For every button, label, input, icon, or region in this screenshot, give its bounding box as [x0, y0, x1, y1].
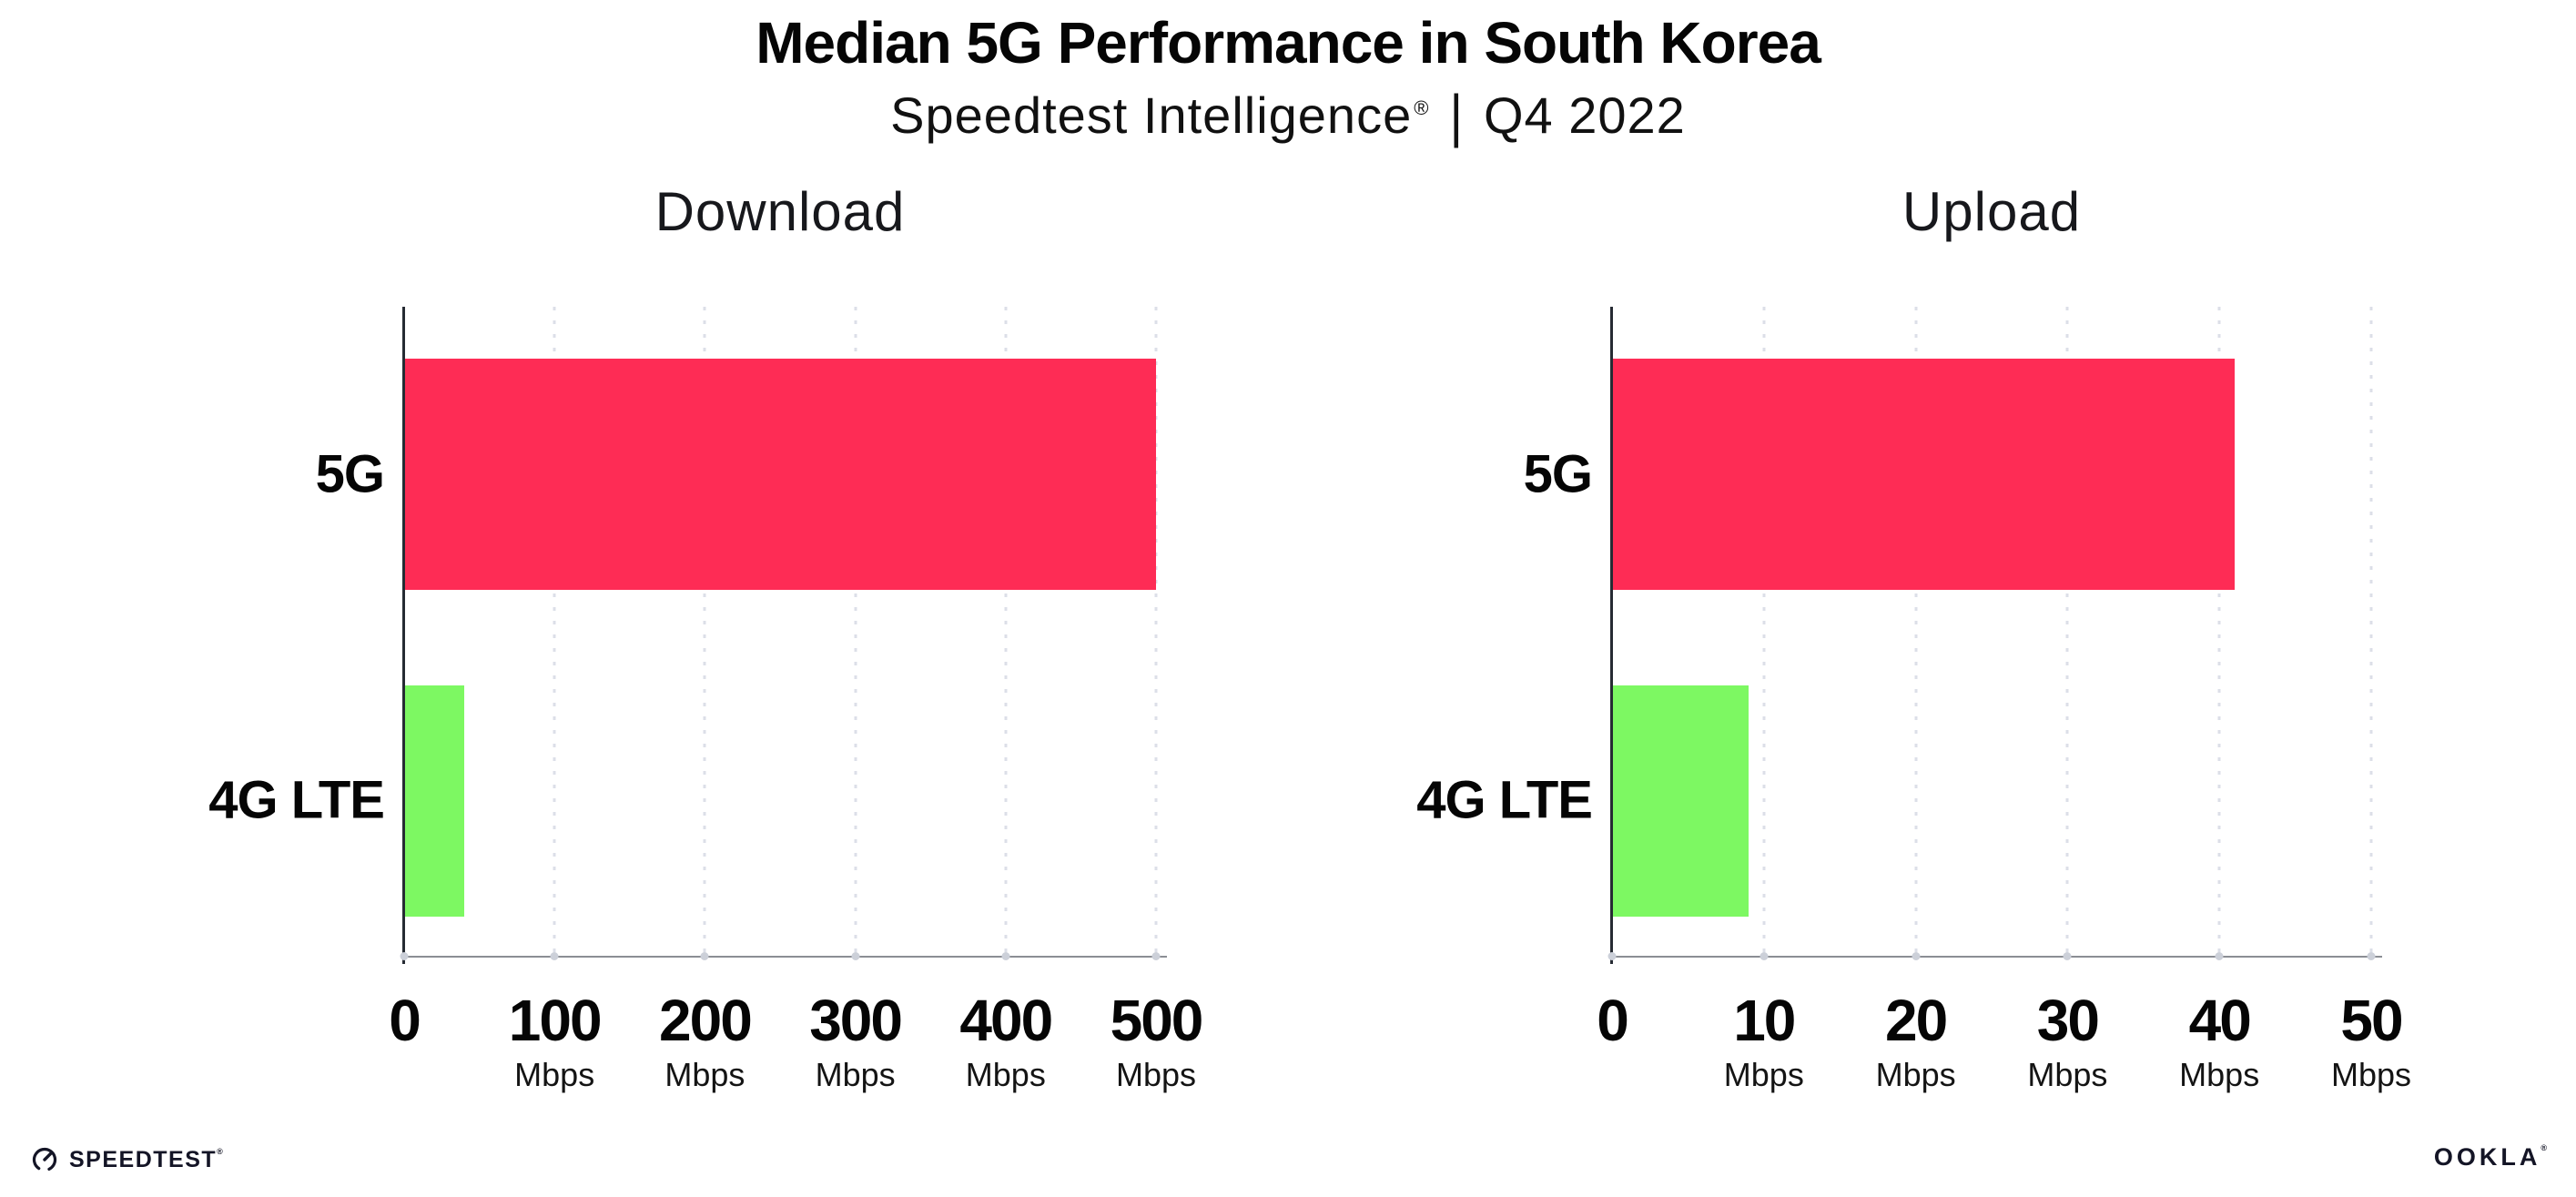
tick-value: 20 — [1885, 988, 1948, 1053]
axis-tick-dot — [2215, 952, 2224, 960]
y-axis-line — [402, 307, 405, 964]
ookla-text: OOKLA — [2433, 1143, 2541, 1171]
axis-tick-dot — [1151, 952, 1161, 960]
speedtest-text: SPEEDTEST — [69, 1146, 218, 1172]
upload-chart: Upload 5G 4G LTE — [1363, 164, 2411, 1114]
tick-value: 40 — [2188, 988, 2252, 1053]
axis-tick-dot — [400, 952, 409, 960]
axis-tick-dot — [2367, 952, 2376, 960]
tick-0: 0 — [1597, 988, 1629, 1053]
bar-4g-lte-upload — [1612, 685, 1749, 917]
tick-unit: Mbps — [815, 1056, 896, 1093]
subtitle-separator: | — [1449, 82, 1464, 148]
tick-unit: Mbps — [2330, 1056, 2412, 1093]
tick-200: 200 Mbps — [659, 988, 753, 1093]
page-subtitle: Speedtest Intelligence® | Q4 2022 — [0, 82, 2576, 147]
category-label-4g-lte: 4G LTE — [1416, 770, 1593, 830]
chart-title-upload: Upload — [1902, 181, 2082, 242]
page-title: Median 5G Performance in South Korea — [756, 10, 1821, 76]
bar-5g-download — [404, 359, 1156, 590]
ookla-registered-mark: ® — [2541, 1143, 2547, 1152]
tick-50: 50 Mbps — [2331, 991, 2411, 1091]
tick-40: 40 Mbps — [2179, 991, 2259, 1091]
ookla-wordmark: OOKLA® — [2434, 1143, 2547, 1171]
speedtest-wordmark: SPEEDTEST® — [69, 1147, 224, 1173]
subtitle-period: Q4 2022 — [1483, 86, 1686, 144]
tick-value: 0 — [1597, 988, 1629, 1053]
tick-unit: Mbps — [1723, 1056, 1804, 1093]
tick-unit: Mbps — [965, 1056, 1046, 1093]
ookla-logo: OOKLA® — [2434, 1143, 2547, 1172]
bar-4g-lte-download — [404, 685, 465, 917]
speedtest-logo: SPEEDTEST® — [31, 1146, 224, 1173]
y-axis-line — [1610, 307, 1613, 964]
y-axis-labels: 5G 4G LTE — [155, 307, 404, 957]
gridline — [1914, 307, 1918, 957]
tick-value: 400 — [959, 988, 1053, 1053]
axis-tick-dot — [1001, 952, 1010, 960]
plot-area — [400, 307, 1167, 964]
axis-tick-dot — [851, 952, 860, 960]
category-label-5g: 5G — [315, 444, 385, 504]
subtitle-product: Speedtest Intelligence — [890, 86, 1413, 144]
registered-mark: ® — [1414, 96, 1430, 120]
x-axis-ticks: 0 10 Mbps 20 Mbps 30 Mbps 40 Mbps 50 Mbp… — [1597, 991, 2411, 1114]
category-label-5g: 5G — [1523, 444, 1593, 504]
tick-value: 0 — [389, 988, 421, 1053]
download-chart: Download 5G 4G LTE — [155, 164, 1203, 1114]
plot-row: 5G 4G LTE — [1363, 307, 2382, 964]
plot-area — [1607, 307, 2382, 964]
axis-tick-dot — [2063, 952, 2072, 960]
tick-400: 400 Mbps — [959, 988, 1053, 1093]
x-axis-line — [402, 956, 1167, 958]
tick-value: 500 — [1110, 988, 1204, 1053]
bar-5g-upload — [1612, 359, 2235, 590]
axis-tick-dot — [550, 952, 559, 960]
tick-0: 0 — [389, 988, 421, 1053]
gridline — [1762, 307, 1766, 957]
gridline — [2217, 307, 2221, 957]
y-axis-labels: 5G 4G LTE — [1363, 307, 1612, 957]
x-axis-ticks: 0 100 Mbps 200 Mbps 300 Mbps 400 Mbps 50… — [389, 988, 1203, 1114]
tick-value: 10 — [1733, 988, 1796, 1053]
gridline — [1154, 307, 1158, 957]
speedtest-gauge-icon — [32, 1147, 57, 1172]
tick-unit: Mbps — [664, 1056, 745, 1093]
tick-value: 30 — [2036, 988, 2100, 1053]
tick-value: 200 — [659, 988, 753, 1053]
chart-title-download: Download — [654, 181, 906, 242]
gridline — [703, 307, 706, 957]
axis-tick-dot — [700, 952, 709, 960]
header: Median 5G Performance in South Korea Spe… — [0, 9, 2576, 148]
axis-tick-dot — [1760, 952, 1769, 960]
tick-unit: Mbps — [1875, 1056, 1956, 1093]
tick-value: 300 — [809, 988, 903, 1053]
tick-20: 20 Mbps — [1876, 991, 1956, 1091]
gridline — [1004, 307, 1008, 957]
gridline — [2369, 307, 2373, 957]
tick-100: 100 Mbps — [508, 988, 603, 1093]
tick-unit: Mbps — [1115, 1056, 1197, 1093]
axis-tick-dot — [1912, 952, 1921, 960]
axis-tick-dot — [1607, 952, 1617, 960]
gridline — [553, 307, 556, 957]
tick-300: 300 Mbps — [809, 988, 903, 1093]
tick-500: 500 Mbps — [1110, 988, 1204, 1093]
tick-unit: Mbps — [2027, 1056, 2108, 1093]
tick-unit: Mbps — [514, 1056, 595, 1093]
tick-10: 10 Mbps — [1724, 991, 1804, 1091]
gridline — [854, 307, 857, 957]
x-axis-line — [1610, 956, 2382, 958]
speedtest-registered-mark: ® — [217, 1146, 225, 1156]
tick-value: 100 — [508, 988, 603, 1053]
tick-value: 50 — [2340, 988, 2403, 1053]
gridline — [2065, 307, 2069, 957]
category-label-4g-lte: 4G LTE — [208, 770, 385, 830]
tick-30: 30 Mbps — [2027, 991, 2107, 1091]
tick-unit: Mbps — [2179, 1056, 2260, 1093]
plot-row: 5G 4G LTE — [155, 307, 1167, 964]
